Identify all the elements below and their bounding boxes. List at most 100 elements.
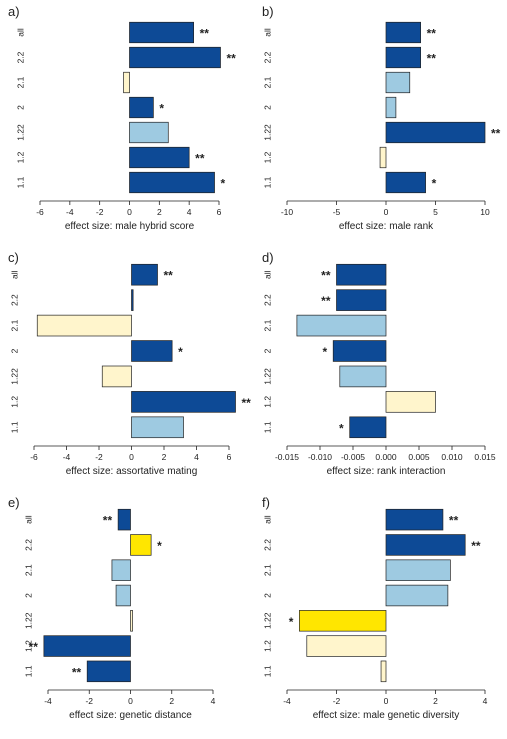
bar [131, 263, 158, 286]
bar [380, 660, 387, 683]
significance-mark: * [157, 539, 162, 553]
bar [385, 534, 466, 556]
category-label: 1.22 [262, 368, 272, 385]
bar [385, 559, 451, 581]
category-label: 2 [262, 593, 272, 598]
significance-mark: ** [195, 152, 205, 166]
x-axis-title: effect size: assortative mating [66, 466, 198, 477]
bar [336, 289, 387, 311]
bar [101, 365, 132, 388]
category-label: 2.2 [262, 294, 272, 306]
x-tick-label: 0 [128, 696, 133, 706]
category-label: 2 [9, 348, 19, 353]
category-label: 1.22 [262, 612, 272, 629]
category-label: 2.1 [262, 564, 272, 576]
bar [131, 391, 236, 413]
category-label: 1.2 [15, 151, 25, 163]
x-tick-label: 2 [169, 696, 174, 706]
category-label: 1.1 [262, 176, 272, 188]
panel-label: f) [262, 495, 270, 510]
category-label: 2.1 [262, 76, 272, 88]
x-tick-label: -2 [95, 452, 103, 462]
category-label: 1.2 [262, 396, 272, 408]
category-label: 1.1 [262, 421, 272, 433]
bar [385, 96, 397, 119]
bar [332, 340, 387, 362]
x-tick-label: 0 [384, 696, 389, 706]
x-tick-label: 0 [127, 207, 132, 217]
panel-label: e) [8, 495, 20, 510]
category-label: 2.2 [9, 294, 19, 306]
significance-mark: * [339, 421, 344, 435]
significance-mark: ** [29, 640, 39, 654]
x-tick-label: 0 [384, 207, 389, 217]
category-label: 2.1 [9, 319, 19, 331]
significance-mark: ** [72, 665, 82, 679]
category-label: all [262, 515, 272, 524]
significance-mark: * [178, 345, 183, 359]
x-tick-label: -2 [96, 207, 104, 217]
bar [129, 171, 215, 194]
significance-mark: ** [427, 52, 437, 66]
category-label: 2.1 [262, 319, 272, 331]
x-tick-label: -2 [333, 696, 341, 706]
x-tick-label: -0.005 [341, 452, 365, 462]
bar [385, 508, 444, 531]
x-tick-label: -4 [63, 452, 71, 462]
bar [131, 416, 184, 439]
significance-mark: * [432, 177, 437, 191]
bar [123, 71, 130, 94]
bar [115, 584, 131, 607]
x-tick-label: 2 [162, 452, 167, 462]
significance-mark: ** [242, 396, 252, 410]
category-label: all [262, 28, 272, 37]
x-axis-title: effect size: male hybrid score [65, 221, 195, 232]
panel-label: a) [8, 4, 20, 19]
significance-mark: * [289, 615, 294, 629]
significance-mark: * [159, 102, 164, 116]
bar [385, 46, 422, 69]
category-label: 1.1 [9, 421, 19, 433]
x-tick-label: 4 [194, 452, 199, 462]
x-tick-label: 10 [480, 207, 490, 217]
category-label: 1.2 [9, 396, 19, 408]
bar [130, 534, 152, 556]
significance-mark: ** [471, 539, 481, 553]
x-tick-label: -4 [44, 696, 52, 706]
bar [299, 610, 387, 632]
x-tick-label: 2 [157, 207, 162, 217]
panel-label: c) [8, 250, 19, 265]
x-tick-label: 6 [217, 207, 222, 217]
x-tick-label: 6 [227, 452, 232, 462]
category-label: 1.22 [262, 124, 272, 141]
x-axis-title: effect size: male genetic diversity [313, 710, 460, 721]
category-label: 2.1 [15, 76, 25, 88]
bar [36, 314, 132, 337]
category-label: 1.1 [15, 176, 25, 188]
bar [296, 314, 387, 337]
significance-mark: ** [103, 514, 113, 528]
x-tick-label: 5 [433, 207, 438, 217]
bar [130, 610, 133, 632]
bar [117, 508, 131, 531]
x-tick-label: 0.000 [375, 452, 397, 462]
category-label: 1.1 [262, 665, 272, 677]
bar [379, 146, 387, 169]
bar [131, 340, 173, 362]
bar [86, 660, 131, 683]
x-tick-label: -4 [66, 207, 74, 217]
bar [131, 289, 134, 311]
category-label: 1.1 [23, 665, 33, 677]
significance-mark: ** [164, 269, 174, 283]
bar [129, 46, 221, 69]
bar [129, 121, 169, 144]
significance-mark: ** [321, 269, 331, 283]
significance-mark: ** [321, 294, 331, 308]
panel-label: d) [262, 250, 274, 265]
x-tick-label: -4 [283, 696, 291, 706]
bar [43, 635, 131, 657]
category-label: all [23, 515, 33, 524]
category-label: 2.2 [262, 539, 272, 551]
category-label: 2 [262, 105, 272, 110]
